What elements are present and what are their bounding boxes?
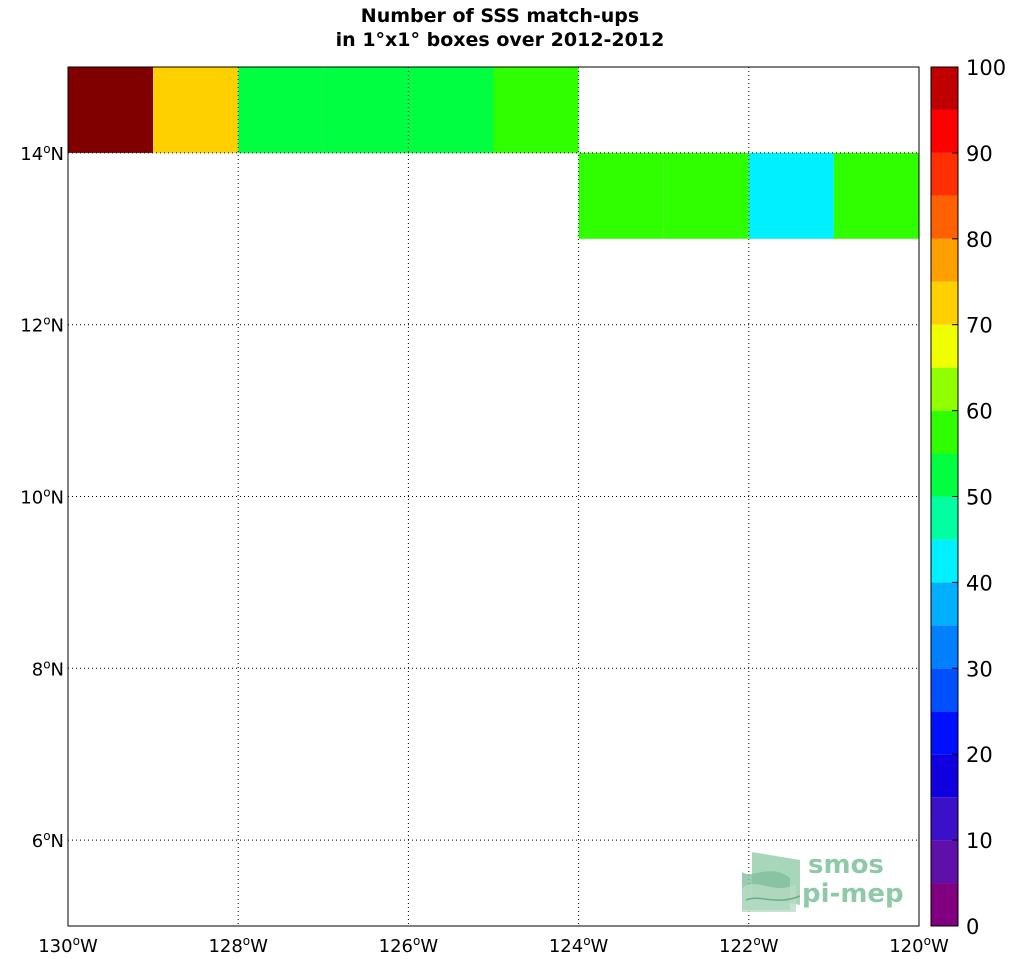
plot-frame xyxy=(67,66,920,927)
colorbar-tick-label-6: 60 xyxy=(966,400,993,424)
colorbar-tick-label-4: 40 xyxy=(966,571,993,595)
x-tick-label-4: 122oW xyxy=(719,934,779,957)
colorbar-bin-18 xyxy=(931,109,958,153)
colorbar-bin-13 xyxy=(931,324,958,368)
heatmap-cell-2 xyxy=(238,67,324,153)
x-tick-label-0: 130oW xyxy=(38,934,98,957)
logo-emblem-icon xyxy=(742,852,801,912)
colorbar-tick-label-2: 20 xyxy=(966,743,993,767)
chart-title-line-2: in 1°x1° boxes over 2012-2012 xyxy=(335,29,665,51)
x-tick-label-3: 124oW xyxy=(549,934,609,957)
chart-title: Number of SSS match-ups in 1°x1° boxes o… xyxy=(0,4,1000,52)
colorbar-tick-label-8: 80 xyxy=(966,228,993,252)
colorbar-bin-16 xyxy=(931,195,958,239)
smos-pimep-logo: smos pi-mep xyxy=(742,850,904,912)
colorbar-tick-label-1: 10 xyxy=(966,829,993,853)
x-tick-label-1: 128oW xyxy=(208,934,268,957)
y-tick-label-0: 6oN xyxy=(32,829,64,852)
x-tick-label-2: 126oW xyxy=(379,934,439,957)
logo-text-smos: smos xyxy=(808,850,884,880)
heatmap-cell-6 xyxy=(578,152,664,239)
colorbar-bin-6 xyxy=(931,625,958,669)
colorbar-bin-9 xyxy=(931,496,958,540)
colorbar-bin-15 xyxy=(931,238,958,282)
colorbar-bin-2 xyxy=(931,797,958,841)
y-tick-label-1: 8oN xyxy=(32,657,64,680)
colorbar-tick-label-10: 100 xyxy=(966,56,1006,80)
colorbar-bin-1 xyxy=(931,840,958,884)
colorbar: 0 10 20 30 40 50 60 70 80 90 100 xyxy=(930,56,1006,939)
colorbar-bin-19 xyxy=(931,67,958,110)
heatmap-cell-9 xyxy=(833,152,919,239)
colorbar-tick-label-9: 90 xyxy=(966,142,993,166)
heatmap-cell-0 xyxy=(68,67,154,153)
heatmap-cell-5 xyxy=(493,67,579,153)
colorbar-bin-11 xyxy=(931,410,958,454)
data-cells xyxy=(68,67,919,239)
heatmap-cell-1 xyxy=(153,67,239,153)
colorbar-bin-17 xyxy=(931,152,958,196)
chart-title-line-1: Number of SSS match-ups xyxy=(360,5,640,27)
colorbar-bin-0 xyxy=(931,883,958,926)
heatmap-cell-8 xyxy=(748,152,834,239)
colorbar-tick-label-5: 50 xyxy=(966,486,993,510)
y-tick-label-2: 10oN xyxy=(20,486,64,509)
logo-text-pimep: pi-mep xyxy=(802,879,904,909)
colorbar-bin-3 xyxy=(931,754,958,798)
heatmap-cell-7 xyxy=(663,152,749,239)
y-tick-label-3: 12oN xyxy=(20,314,64,337)
x-tick-label-5: 120oW xyxy=(889,934,949,957)
colorbar-tick-label-0: 0 xyxy=(966,915,979,939)
heatmap-cell-3 xyxy=(323,67,409,153)
colorbar-bin-5 xyxy=(931,668,958,712)
heatmap-cell-4 xyxy=(408,67,494,153)
colorbar-bin-10 xyxy=(931,453,958,497)
colorbar-bin-12 xyxy=(931,367,958,411)
colorbar-bin-14 xyxy=(931,281,958,325)
axis-ticks: 130oW 128oW 126oW 124oW 122oW 120oW 6oN 8oN 10oN… xyxy=(20,142,949,957)
colorbar-tick-label-7: 70 xyxy=(966,314,993,338)
colorbar-bin-8 xyxy=(931,539,958,583)
y-tick-label-4: 14oN xyxy=(20,142,64,165)
colorbar-bin-4 xyxy=(931,711,958,755)
colorbar-bin-7 xyxy=(931,582,958,626)
colorbar-tick-label-3: 30 xyxy=(966,657,993,681)
